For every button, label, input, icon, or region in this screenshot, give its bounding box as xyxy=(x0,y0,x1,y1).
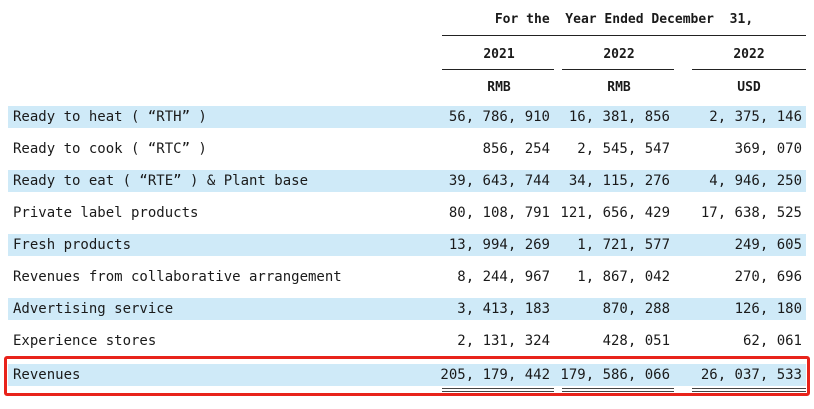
row-value-2021-rmb: 3, 413, 183 xyxy=(457,301,550,317)
table-row: Ready to eat ( “RTE” ) & Plant base 39, … xyxy=(8,170,806,192)
row-label: Revenues from collaborative arrangement xyxy=(13,269,342,285)
table-row: Advertising service 3, 413, 183 870, 288… xyxy=(8,298,806,320)
year-header-1: 2021 xyxy=(483,47,515,62)
total-double-rule-3a xyxy=(692,388,806,389)
row-label: Experience stores xyxy=(13,333,157,349)
row-value-2022-usd: 270, 696 xyxy=(734,269,802,285)
row-value-2021-rmb: 2, 131, 324 xyxy=(457,333,550,349)
period-header: For the Year Ended December 31, xyxy=(494,12,754,27)
table-row: Private label products 80, 108, 791 121,… xyxy=(8,202,806,224)
currency-header-3: USD xyxy=(737,80,761,95)
total-row: Revenues 205, 179, 442 179, 586, 066 26,… xyxy=(8,364,806,386)
row-value-2021-rmb: 80, 108, 791 xyxy=(448,205,550,221)
table-row: Ready to cook ( “RTC” ) 856, 254 2, 545,… xyxy=(8,138,806,160)
year-underline-3 xyxy=(692,69,806,70)
table-row: Experience stores 2, 131, 324 428, 051 6… xyxy=(8,330,806,352)
row-value-2022-rmb: 1, 721, 577 xyxy=(577,237,670,253)
row-label: Private label products xyxy=(13,205,199,221)
currency-header-2: RMB xyxy=(607,80,631,95)
total-double-rule-1b xyxy=(442,391,554,392)
total-value-2022-rmb: 179, 586, 066 xyxy=(560,367,670,383)
row-value-2022-usd: 17, 638, 525 xyxy=(700,205,802,221)
year-underline-1 xyxy=(442,69,554,70)
row-value-2022-rmb: 16, 381, 856 xyxy=(568,109,670,125)
row-value-2022-usd: 369, 070 xyxy=(734,141,802,157)
total-double-rule-2b xyxy=(562,391,674,392)
year-header-2: 2022 xyxy=(603,47,635,62)
row-value-2022-rmb: 34, 115, 276 xyxy=(568,173,670,189)
row-label: Ready to heat ( “RTH” ) xyxy=(13,109,207,125)
total-double-rule-1a xyxy=(442,388,554,389)
total-double-rule-3b xyxy=(692,391,806,392)
row-label: Fresh products xyxy=(13,237,132,253)
total-value-2021-rmb: 205, 179, 442 xyxy=(440,367,550,383)
row-value-2022-rmb: 2, 545, 547 xyxy=(577,141,670,157)
row-value-2021-rmb: 8, 244, 967 xyxy=(457,269,550,285)
table-row: Revenues from collaborative arrangement … xyxy=(8,266,806,288)
table-row: Fresh products 13, 994, 269 1, 721, 577 … xyxy=(8,234,806,256)
total-highlight-box xyxy=(4,356,810,396)
row-label: Advertising service xyxy=(13,301,174,317)
row-value-2022-usd: 62, 061 xyxy=(742,333,802,349)
row-value-2022-rmb: 428, 051 xyxy=(602,333,670,349)
row-value-2022-rmb: 1, 867, 042 xyxy=(577,269,670,285)
table-row: Ready to heat ( “RTH” ) 56, 786, 910 16,… xyxy=(8,106,806,128)
row-value-2022-usd: 4, 946, 250 xyxy=(709,173,802,189)
row-value-2021-rmb: 39, 643, 744 xyxy=(448,173,550,189)
row-value-2022-rmb: 870, 288 xyxy=(602,301,670,317)
row-value-2021-rmb: 56, 786, 910 xyxy=(448,109,550,125)
row-value-2022-usd: 126, 180 xyxy=(734,301,802,317)
currency-header-1: RMB xyxy=(487,80,511,95)
row-value-2021-rmb: 856, 254 xyxy=(482,141,550,157)
total-double-rule-2a xyxy=(562,388,674,389)
period-underline xyxy=(442,35,806,36)
year-underline-2 xyxy=(562,69,674,70)
row-value-2022-usd: 2, 375, 146 xyxy=(709,109,802,125)
row-label: Ready to eat ( “RTE” ) & Plant base xyxy=(13,173,309,189)
row-value-2022-rmb: 121, 656, 429 xyxy=(560,205,670,221)
row-value-2022-usd: 249, 605 xyxy=(734,237,802,253)
year-header-3: 2022 xyxy=(733,47,765,62)
total-value-2022-usd: 26, 037, 533 xyxy=(700,367,802,383)
row-value-2021-rmb: 13, 994, 269 xyxy=(448,237,550,253)
row-label: Ready to cook ( “RTC” ) xyxy=(13,141,207,157)
total-label: Revenues xyxy=(13,367,81,383)
